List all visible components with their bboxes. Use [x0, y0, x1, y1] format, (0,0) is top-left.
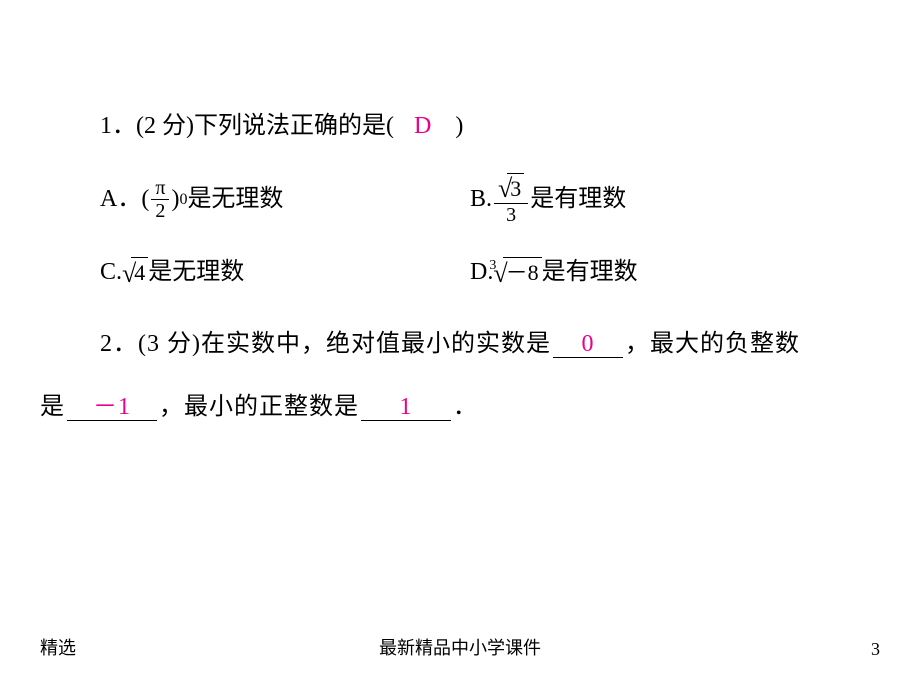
optD-tail: 是有理数: [542, 246, 638, 299]
q1-options-row-1: A．( π 2 ) 0 是无理数 B. √ 3 3 是有理数: [40, 173, 880, 226]
optB-sqrt-radicand: 3: [507, 173, 524, 202]
q1-optD: D. 3 √ －8 是有理数: [470, 246, 638, 299]
q2-blank3: 1: [361, 394, 451, 421]
optA-frac-num: π: [151, 178, 169, 200]
q1-prefix: 1．(2 分)下列说法正确的是(: [100, 100, 394, 153]
q2-ans3: 1: [400, 394, 413, 420]
optB-sqrt: √ 3: [498, 173, 524, 202]
q2-line2-a: 是: [40, 381, 65, 434]
optD-sqrt-index: 3: [489, 251, 496, 282]
q1-optC: C. √ 4 是无理数: [40, 246, 470, 299]
optA-exp: 0: [179, 182, 187, 217]
footer-left: 精选: [40, 634, 76, 660]
optB-tail: 是有理数: [530, 173, 626, 226]
q2-line1-b: ，最大的负整数: [625, 318, 800, 371]
footer-right: 3: [871, 639, 880, 660]
optC-label: C.: [100, 246, 122, 299]
q2-line1-a: 2．(3 分)在实数中，绝对值最小的实数是: [100, 318, 551, 371]
q2-line2: 是 －1 ，最小的正整数是 1 ．: [40, 381, 880, 434]
optB-label: B.: [470, 173, 492, 226]
q1-optB: B. √ 3 3 是有理数: [470, 173, 626, 226]
optB-frac-den: 3: [502, 204, 520, 225]
q1-options-row-2: C. √ 4 是无理数 D. 3 √ －8 是有理数: [40, 246, 880, 299]
optD-sqrt-radicand: －8: [503, 257, 542, 286]
q2-line2-c: ．: [453, 381, 478, 434]
slide-content: 1．(2 分)下列说法正确的是( D ) A．( π 2 ) 0 是无理数 B.…: [40, 100, 880, 454]
q1-suffix: ): [455, 100, 463, 153]
optB-fraction: √ 3 3: [494, 173, 528, 225]
q1-line: 1．(2 分)下列说法正确的是( D ): [40, 100, 880, 153]
optC-sqrt: √ 4: [122, 257, 148, 286]
q2-line1: 2．(3 分)在实数中，绝对值最小的实数是 0 ，最大的负整数: [40, 318, 880, 371]
optA-frac-den: 2: [151, 200, 169, 221]
q2-ans1: 0: [581, 331, 594, 357]
q1-optA: A．( π 2 ) 0 是无理数: [40, 173, 470, 226]
optB-frac-num: √ 3: [494, 173, 528, 204]
q2-ans2: －1: [93, 394, 131, 420]
footer-center: 最新精品中小学课件: [379, 634, 541, 660]
optA-tail: 是无理数: [187, 173, 283, 226]
q2-line2-b: ，最小的正整数是: [159, 381, 359, 434]
optD-sqrt: 3 √ －8: [493, 257, 541, 286]
optC-tail: 是无理数: [148, 246, 244, 299]
optA-fraction: π 2: [151, 178, 169, 221]
q2-blank2: －1: [67, 394, 157, 421]
q1-answer: D: [414, 100, 431, 153]
q2-blank1: 0: [553, 331, 623, 358]
optA-label: A．(: [100, 173, 149, 226]
optA-after-frac: ): [171, 173, 179, 226]
optC-sqrt-radicand: 4: [131, 257, 148, 286]
